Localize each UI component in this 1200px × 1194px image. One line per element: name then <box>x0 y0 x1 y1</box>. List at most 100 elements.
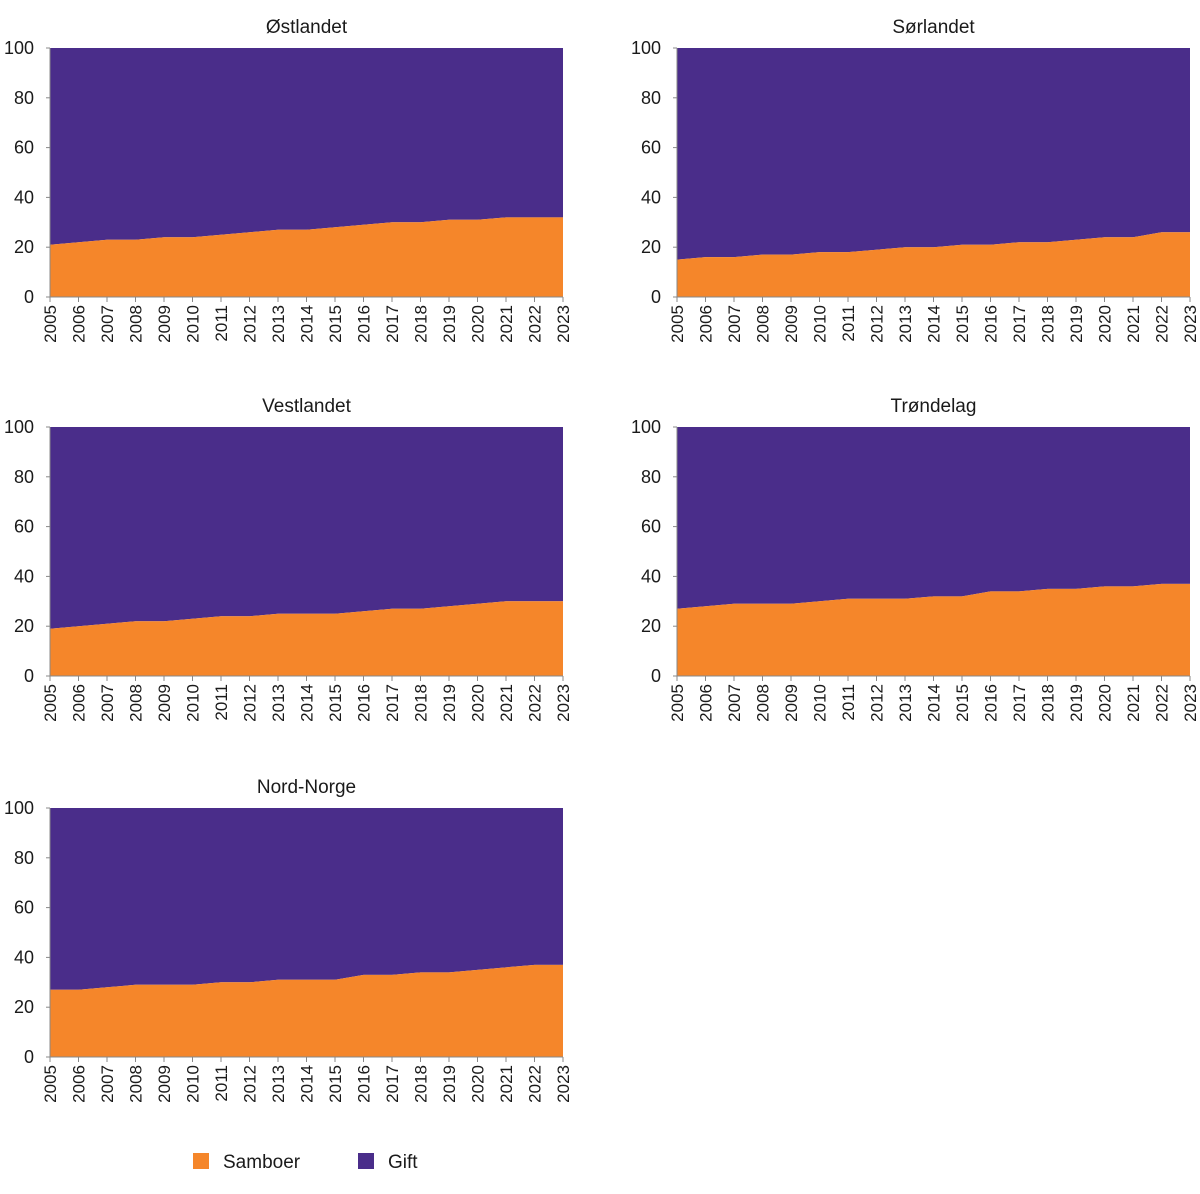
x-tick-label: 2019 <box>1067 305 1086 343</box>
panel-title: Vestlandet <box>262 396 351 417</box>
x-tick-label: 2015 <box>953 305 972 343</box>
x-tick-label: 2014 <box>298 684 317 722</box>
x-tick-label: 2010 <box>184 305 203 343</box>
x-tick-label: 2021 <box>497 684 516 722</box>
x-tick-label: 2006 <box>70 684 89 722</box>
x-tick-label: 2014 <box>298 1065 317 1103</box>
y-tick-label: 80 <box>641 467 661 487</box>
x-tick-label: 2017 <box>1010 305 1029 343</box>
y-tick-label: 60 <box>641 517 661 537</box>
x-tick-label: 2020 <box>469 305 488 343</box>
y-tick-label: 40 <box>14 187 34 207</box>
samboer-area <box>50 217 563 297</box>
y-tick-label: 20 <box>14 237 34 257</box>
x-tick-label: 2014 <box>925 684 944 722</box>
x-tick-label: 2019 <box>440 305 459 343</box>
x-tick-label: 2017 <box>383 684 402 722</box>
legend-label-gift: Gift <box>388 1152 418 1173</box>
x-tick-label: 2020 <box>1096 305 1115 343</box>
x-tick-label: 2015 <box>326 1065 345 1103</box>
x-tick-label: 2022 <box>1153 305 1172 343</box>
legend-swatch-samboer <box>193 1153 209 1169</box>
x-tick-label: 2021 <box>497 1065 516 1103</box>
y-tick-label: 0 <box>24 1047 34 1067</box>
x-tick-label: 2005 <box>41 1065 60 1103</box>
y-tick-label: 20 <box>641 616 661 636</box>
x-tick-label: 2007 <box>725 684 744 722</box>
x-tick-label: 2012 <box>241 684 260 722</box>
y-tick-label: 40 <box>641 566 661 586</box>
x-tick-label: 2018 <box>412 305 431 343</box>
y-tick-label: 100 <box>4 417 34 437</box>
x-tick-label: 2023 <box>554 684 573 722</box>
x-tick-label: 2021 <box>497 305 516 343</box>
x-tick-label: 2008 <box>127 684 146 722</box>
samboer-area <box>677 583 1190 676</box>
y-tick-label: 100 <box>4 798 34 818</box>
x-tick-label: 2011 <box>839 305 858 342</box>
x-tick-label: 2021 <box>1124 305 1143 343</box>
panel-title: Østlandet <box>266 17 348 38</box>
x-tick-label: 2016 <box>982 684 1001 722</box>
x-tick-label: 2023 <box>1181 305 1200 343</box>
panel-title: Nord-Norge <box>257 777 356 798</box>
x-tick-label: 2011 <box>212 684 231 721</box>
x-tick-label: 2020 <box>469 1065 488 1103</box>
x-tick-label: 2017 <box>383 305 402 343</box>
x-tick-label: 2006 <box>70 1065 89 1103</box>
y-tick-label: 100 <box>631 38 661 58</box>
x-tick-label: 2007 <box>98 1065 117 1103</box>
x-tick-label: 2009 <box>782 684 801 722</box>
panel-title: Sørlandet <box>892 17 975 38</box>
y-tick-label: 60 <box>641 138 661 158</box>
x-tick-label: 2007 <box>98 305 117 343</box>
y-tick-label: 0 <box>651 666 661 686</box>
y-tick-label: 0 <box>651 287 661 307</box>
x-tick-label: 2010 <box>811 305 830 343</box>
x-tick-label: 2013 <box>269 684 288 722</box>
x-tick-label: 2008 <box>127 305 146 343</box>
y-tick-label: 20 <box>641 237 661 257</box>
x-tick-label: 2019 <box>440 684 459 722</box>
x-tick-label: 2013 <box>269 1065 288 1103</box>
y-tick-label: 60 <box>14 517 34 537</box>
x-tick-label: 2015 <box>326 684 345 722</box>
x-tick-label: 2018 <box>1039 305 1058 343</box>
y-tick-label: 60 <box>14 138 34 158</box>
gift-area <box>50 48 563 245</box>
x-tick-label: 2006 <box>697 684 716 722</box>
samboer-area <box>50 964 563 1057</box>
x-tick-label: 2013 <box>896 305 915 343</box>
x-tick-label: 2011 <box>212 305 231 342</box>
x-tick-label: 2017 <box>1010 684 1029 722</box>
x-tick-label: 2012 <box>241 305 260 343</box>
y-tick-label: 40 <box>14 947 34 967</box>
x-tick-label: 2018 <box>412 684 431 722</box>
x-tick-label: 2009 <box>155 684 174 722</box>
x-tick-label: 2016 <box>355 305 374 343</box>
x-tick-label: 2012 <box>241 1065 260 1103</box>
x-tick-label: 2019 <box>1067 684 1086 722</box>
x-tick-label: 2022 <box>526 1065 545 1103</box>
x-tick-label: 2020 <box>1096 684 1115 722</box>
y-tick-label: 80 <box>14 88 34 108</box>
y-tick-label: 100 <box>631 417 661 437</box>
x-tick-label: 2009 <box>155 305 174 343</box>
x-tick-label: 2022 <box>526 305 545 343</box>
x-tick-label: 2016 <box>982 305 1001 343</box>
legend-label-samboer: Samboer <box>223 1152 301 1173</box>
x-tick-label: 2009 <box>782 305 801 343</box>
x-tick-label: 2013 <box>269 305 288 343</box>
legend-swatch-gift <box>358 1153 374 1169</box>
samboer-area <box>50 601 563 676</box>
y-tick-label: 0 <box>24 666 34 686</box>
gift-area <box>50 427 563 629</box>
x-tick-label: 2007 <box>725 305 744 343</box>
x-tick-label: 2005 <box>668 305 687 343</box>
x-tick-label: 2011 <box>839 684 858 721</box>
x-tick-label: 2013 <box>896 684 915 722</box>
y-tick-label: 40 <box>14 566 34 586</box>
x-tick-label: 2005 <box>41 684 60 722</box>
x-tick-label: 2012 <box>868 684 887 722</box>
